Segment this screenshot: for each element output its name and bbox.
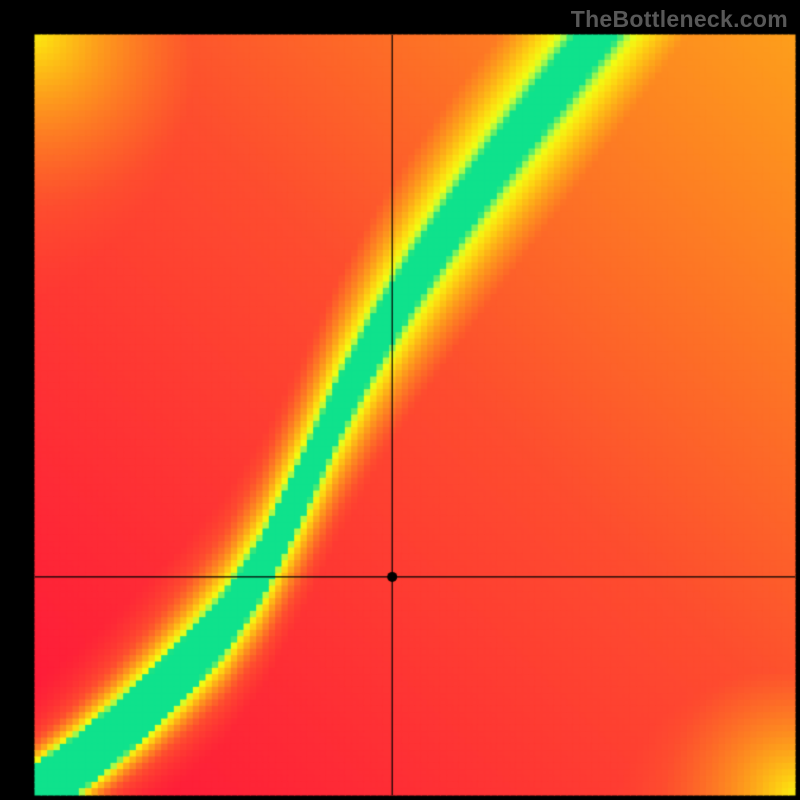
heatmap-canvas bbox=[0, 0, 800, 800]
chart-container: { "type": "heatmap", "canvas_size": 800,… bbox=[0, 0, 800, 800]
attribution-text: TheBottleneck.com bbox=[571, 6, 788, 33]
